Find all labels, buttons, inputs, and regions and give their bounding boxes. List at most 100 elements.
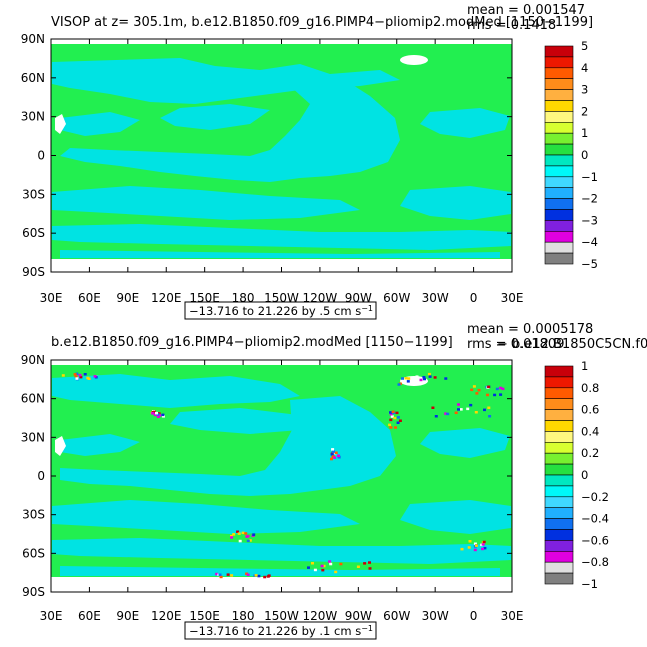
anomaly-speckle — [267, 574, 271, 577]
anomaly-speckle — [334, 451, 338, 454]
anomaly-speckle — [470, 388, 474, 392]
colorbar-swatch — [544, 431, 574, 443]
anomaly-speckle — [153, 413, 157, 417]
anomaly-speckle — [428, 375, 432, 378]
anomaly-speckle — [398, 419, 402, 422]
colorbar-label: −4 — [581, 235, 598, 249]
anomaly-speckle — [93, 375, 97, 378]
x-tick-label: 30E — [501, 609, 524, 623]
field-band — [60, 112, 140, 136]
field-bands — [52, 58, 511, 258]
colorbar-swatch — [544, 387, 574, 399]
x-tick-label: 30E — [40, 291, 63, 305]
anomaly-speckle — [236, 530, 240, 533]
colorbar-swatch — [544, 496, 574, 508]
anomaly-speckle — [406, 380, 410, 383]
y-tick-label: 90S — [22, 265, 45, 279]
colorbar-swatch — [544, 111, 574, 123]
anomaly-speckle — [486, 393, 489, 397]
colorbar-swatch — [544, 441, 574, 454]
anomaly-speckle — [244, 532, 248, 535]
anomaly-speckle — [481, 543, 485, 546]
field-band — [52, 186, 360, 220]
field-band — [400, 500, 511, 534]
colorbar-label: −5 — [581, 257, 598, 271]
colorbar-label: −0.6 — [581, 533, 609, 547]
anomaly-speckle — [75, 372, 79, 375]
anomaly-speckle — [466, 407, 470, 411]
x-tick-label: 150W — [264, 609, 299, 623]
y-tick-label: 30S — [22, 187, 45, 201]
y-tick-label: 90S — [22, 585, 45, 599]
anomaly-speckle — [356, 565, 360, 568]
x-tick-label: 180 — [232, 609, 255, 623]
anomaly-speckle — [482, 540, 486, 544]
map-area — [51, 360, 512, 592]
x-tick-label: 0 — [470, 291, 478, 305]
x-tick-label: 90W — [345, 609, 372, 623]
anomaly-speckle — [390, 415, 394, 418]
anomaly-speckle — [487, 385, 491, 389]
anomaly-speckle — [334, 570, 338, 574]
colorbar-swatch — [544, 376, 574, 389]
anomaly-speckle — [86, 376, 90, 380]
anomaly-speckle — [322, 564, 326, 568]
y-tick-label: 30N — [21, 110, 45, 124]
anomaly-speckle — [477, 388, 481, 392]
anomaly-speckle — [248, 539, 252, 542]
anomaly-speckle — [481, 547, 484, 551]
field-band — [52, 224, 511, 250]
anomaly-speckle — [331, 448, 335, 451]
colorbar-label: 0.2 — [581, 446, 599, 460]
y-tick-label: 90N — [21, 353, 45, 367]
panel-top: VISOP at z= 305.1m, b.e12.B1850.f09_g16.… — [21, 3, 598, 320]
anomaly-speckle — [427, 372, 431, 376]
colorbar-label: 3 — [581, 83, 588, 97]
x-tick-label: 60W — [383, 609, 410, 623]
anomaly-speckle — [311, 562, 314, 565]
anomaly-speckle — [230, 536, 234, 539]
x-tick-label: 180 — [232, 291, 255, 305]
colorbar-label: −0.2 — [581, 490, 609, 504]
colorbar-swatch — [544, 176, 574, 189]
anomaly-speckle — [241, 531, 245, 535]
colorbar-label: 2 — [581, 104, 588, 118]
anomaly-speckle — [501, 387, 505, 391]
colorbar-swatch — [544, 420, 574, 432]
range-label-box — [184, 301, 377, 320]
field-band — [60, 434, 140, 456]
anomaly-speckle — [330, 457, 333, 461]
anomaly-speckle — [474, 544, 478, 547]
anomaly-speckle — [79, 375, 83, 379]
land-mask-greenland — [400, 55, 428, 65]
field-band — [400, 186, 511, 220]
colorbar: 5 4 3 2 1 0 −1 −2 −3 −4 −5 — [544, 39, 598, 271]
colorbar-swatch — [544, 56, 574, 69]
colorbar-swatch — [544, 220, 574, 232]
anomaly-speckle — [397, 383, 401, 386]
anomaly-speckle — [363, 562, 367, 565]
colorbar-label: 1 — [581, 126, 588, 140]
anomaly-speckle — [395, 411, 399, 415]
anomaly-speckle — [83, 373, 87, 376]
anomaly-speckle — [218, 573, 222, 576]
anomaly-speckle — [307, 566, 310, 569]
colorbar-swatch — [544, 572, 574, 585]
colorbar-swatch — [544, 231, 574, 243]
anomaly-speckle — [74, 375, 78, 378]
anomaly-speckle — [467, 546, 471, 549]
colorbar-swatch — [544, 474, 574, 487]
y-tick-label: 30N — [21, 430, 45, 444]
panel-title-right: − b.e12.B1850C5CN.f0 — [497, 337, 647, 352]
x-tick-label: 90E — [116, 291, 139, 305]
anomaly-speckle — [404, 377, 408, 380]
anomaly-speckle — [483, 546, 487, 550]
anomaly-speckle — [457, 403, 460, 406]
anomaly-speckle — [459, 408, 463, 411]
anomaly-speckle — [226, 573, 230, 576]
anomaly-speckle — [396, 421, 400, 424]
colorbar-label: −1 — [581, 170, 598, 184]
colorbar-label: −2 — [581, 192, 598, 206]
field-band — [60, 80, 400, 182]
anomaly-speckle — [368, 567, 372, 570]
